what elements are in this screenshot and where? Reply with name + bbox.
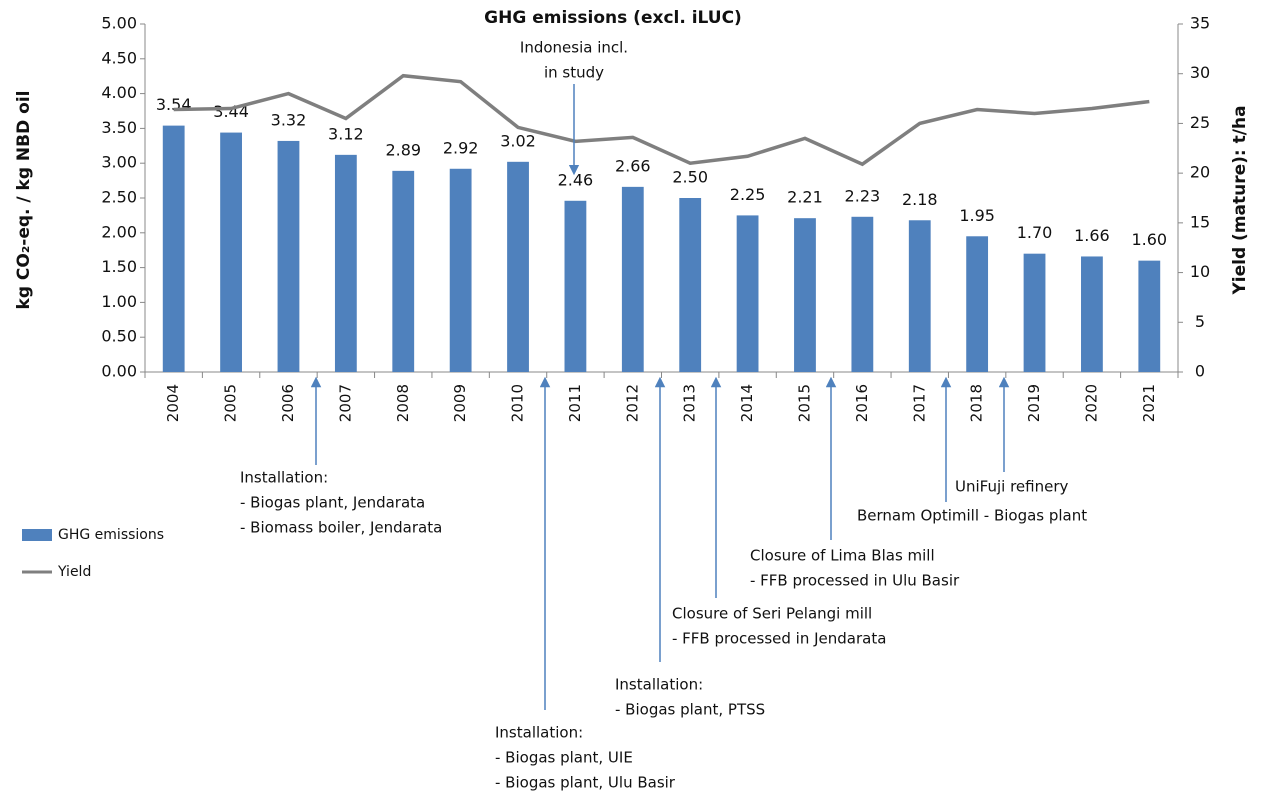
x-tick-label: 2010 [509,384,527,422]
x-tick-label: 2012 [623,384,641,422]
bar [162,125,185,372]
value-label: 1.60 [1131,230,1167,249]
annotation-text: UniFuji refinery [955,478,1068,496]
bar [1138,260,1161,372]
value-label: 2.23 [845,186,881,205]
value-label: 2.46 [558,170,594,189]
x-tick-label: 2007 [336,384,354,422]
y-tick-label: 3.00 [101,153,137,172]
y-tick-label: 3.50 [101,118,137,137]
x-tick-label: 2018 [968,384,986,422]
x-tick-label: 2015 [795,384,813,422]
bar [277,140,300,372]
bar [851,216,874,372]
chart-title: GHG emissions (excl. iLUC) [484,8,742,28]
annotation-text: Installation: [240,469,328,487]
bar [1081,256,1103,372]
bar [392,170,415,372]
value-label: 2.66 [615,156,651,175]
legend-swatch [22,529,52,541]
y2-tick-label: 35 [1190,14,1210,33]
x-tick-label: 2004 [164,384,182,422]
y-tick-label: 1.00 [101,292,137,311]
x-tick-label: 2005 [222,384,240,422]
annotation-text: - FFB processed in Jendarata [672,630,886,648]
bar [334,154,357,372]
y-tick-label: 4.00 [101,83,137,102]
y2-tick-label: 20 [1190,163,1210,182]
x-tick-label: 2016 [853,384,871,422]
annotation-text: Bernam Optimill - Biogas plant [857,507,1087,525]
value-label: 2.25 [730,185,766,204]
annotation-text: in study [544,64,604,82]
value-label: 1.95 [959,206,995,225]
y-axis-label: kg CO₂-eq. / kg NBD oil [14,91,34,310]
bar [1023,253,1046,372]
y2-tick-label: 30 [1190,63,1210,82]
bar [449,168,472,372]
value-label: 1.66 [1074,226,1110,245]
bar [908,220,931,372]
annotation-text: Installation: [495,724,583,742]
bar [564,200,587,372]
value-label: 2.50 [672,168,708,187]
x-tick-label: 2019 [1025,384,1043,422]
bar [736,215,759,372]
annotation-text: Closure of Seri Pelangi mill [672,605,872,623]
y-tick-label: 0.50 [101,327,137,346]
annotation-text: - Biomass boiler, Jendarata [240,519,442,537]
y-tick-label: 2.50 [101,188,137,207]
bar [507,161,529,372]
y-tick-label: 4.50 [101,48,137,67]
x-tick-label: 2013 [681,384,699,422]
value-label: 3.54 [156,95,192,114]
annotation-text: - Biogas plant, Jendarata [240,494,425,512]
x-tick-label: 2017 [910,384,928,422]
y2-tick-label: 25 [1190,113,1210,132]
legend-label: GHG emissions [58,527,164,543]
annotation-text: - Biogas plant, Ulu Basir [495,774,676,792]
y-tick-label: 5.00 [101,14,137,33]
x-tick-label: 2014 [738,384,756,422]
y-tick-label: 2.00 [101,222,137,241]
value-label: 3.12 [328,124,364,143]
value-label: 2.21 [787,188,823,207]
x-tick-label: 2006 [279,384,297,422]
value-label: 2.89 [385,140,421,159]
value-label: 2.92 [443,138,479,157]
y2-tick-label: 5 [1195,312,1205,331]
x-tick-label: 2020 [1082,384,1100,422]
y-tick-label: 1.50 [101,257,137,276]
bar [966,236,989,372]
annotation-text: - FFB processed in Ulu Basir [750,572,960,590]
annotation-text: Closure of Lima Blas mill [750,547,935,565]
y2-tick-label: 10 [1190,262,1210,281]
value-label: 1.70 [1017,223,1053,242]
value-label: 3.32 [271,110,307,129]
yield-line [173,73,1150,167]
x-tick-label: 2021 [1140,384,1158,422]
y2-tick-label: 15 [1190,212,1210,231]
annotation-text: Installation: [615,676,703,694]
legend-label: Yield [57,564,91,580]
bar [679,198,702,372]
x-tick-label: 2011 [566,384,584,422]
y2-axis-label: Yield (mature): t/ha [1230,105,1250,295]
annotation-text: - Biogas plant, UIE [495,749,633,767]
bar [220,132,242,372]
x-tick-label: 2008 [394,384,412,422]
annotation-text: - Biogas plant, PTSS [615,701,765,719]
y2-tick-label: 0 [1195,362,1205,381]
value-label: 2.18 [902,190,938,209]
x-tick-label: 2009 [451,384,469,422]
bar [794,218,816,372]
value-label: 3.02 [500,131,536,150]
annotation-text: Indonesia incl. [520,39,628,57]
bar [621,186,644,372]
y-tick-label: 0.00 [101,362,137,381]
